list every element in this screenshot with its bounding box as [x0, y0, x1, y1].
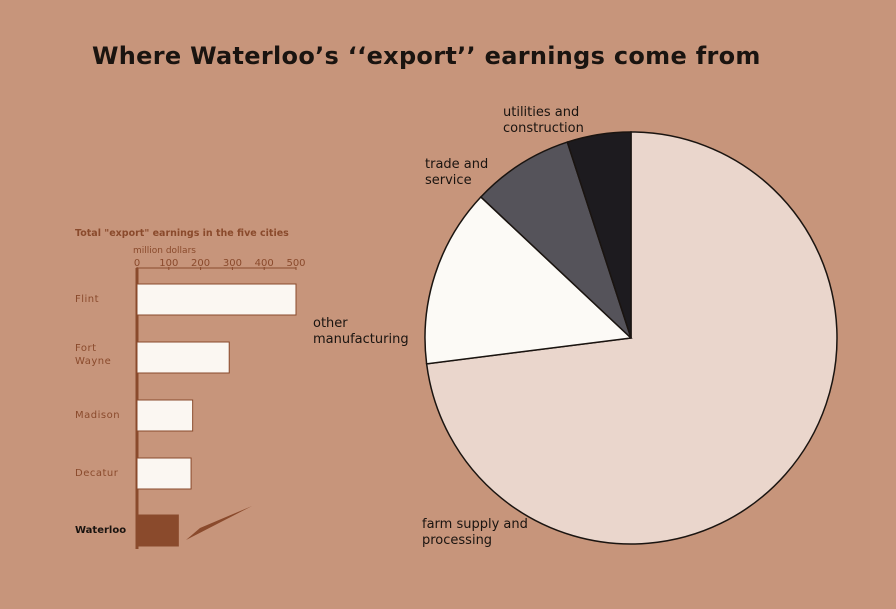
category-label: Waterloo	[75, 525, 127, 536]
axis-label: million dollars	[133, 246, 196, 256]
pie-slice	[479, 141, 632, 339]
slice-label: other manufacturing	[313, 316, 409, 347]
x-tick-label: 0	[134, 258, 140, 269]
bar	[136, 283, 297, 316]
bar-chart-title: Total "export" earnings in the five citi…	[75, 228, 289, 239]
category-label: Madison	[75, 410, 121, 421]
x-tick-label: 300	[223, 258, 242, 269]
bar	[136, 514, 179, 547]
pie-slice	[424, 195, 633, 365]
bar	[136, 399, 194, 432]
x-tick-label: 200	[191, 258, 210, 269]
x-tick-label: 400	[255, 258, 274, 269]
bar	[136, 457, 192, 490]
category-label: Flint	[75, 294, 100, 305]
slice-label: trade and service	[425, 157, 489, 188]
category-label: Fort Wayne	[75, 343, 112, 367]
slice-label: utilities and construction	[503, 105, 584, 136]
x-tick-label: 100	[159, 258, 178, 269]
x-tick-label: 500	[286, 258, 305, 269]
category-label: Decatur	[75, 468, 119, 479]
pie-slice	[566, 131, 632, 339]
pointer-arrow	[186, 506, 252, 540]
bar	[136, 341, 230, 374]
main-title: Where Waterloo’s ‘‘export’’ earnings com…	[92, 42, 761, 70]
slice-label: farm supply and processing	[422, 517, 528, 548]
